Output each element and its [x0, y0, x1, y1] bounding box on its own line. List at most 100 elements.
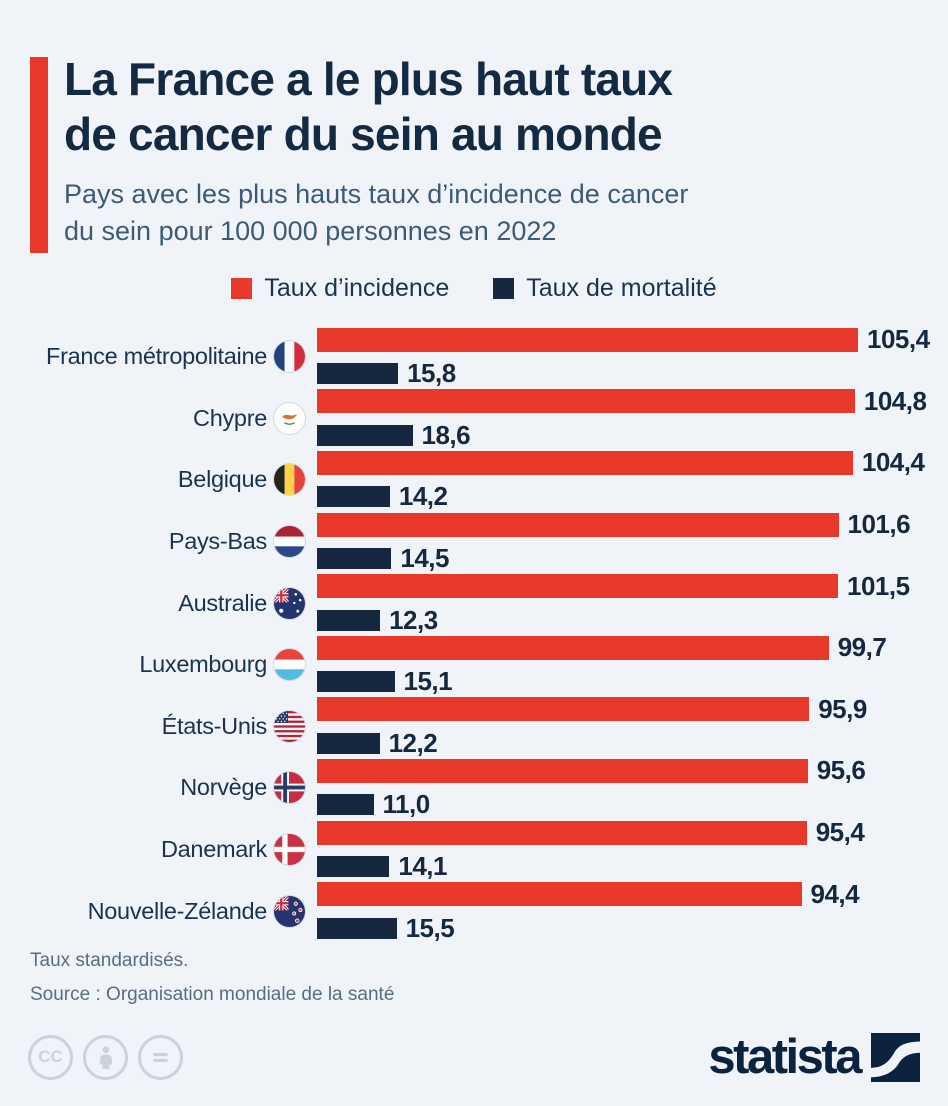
bar-group: 104,8 18,6 — [317, 385, 927, 451]
bar-group: 99,7 15,1 — [317, 632, 887, 697]
incidence-bar — [317, 574, 838, 599]
incidence-bar-line: 104,4 — [317, 447, 925, 478]
subtitle-line-2: du sein pour 100 000 personnes en 2022 — [64, 216, 557, 246]
mortality-bar-line: 11,0 — [317, 789, 865, 820]
chart-legend: Taux d’incidence Taux de mortalité — [0, 274, 948, 303]
chart-row: États-Unis 95,9 12,2 — [30, 694, 948, 759]
mortality-bar-line: 12,3 — [317, 605, 910, 636]
mortality-bar — [317, 794, 374, 816]
mortality-bar — [317, 671, 395, 693]
bar-group: 101,5 12,3 — [317, 571, 910, 636]
country-label: Belgique — [177, 466, 267, 493]
mortality-bar — [317, 856, 390, 878]
incidence-value: 95,4 — [815, 817, 865, 848]
flag-netherlands-icon — [274, 526, 305, 558]
flag-usa-icon — [274, 710, 305, 742]
mortality-value: 15,8 — [407, 358, 456, 389]
mortality-bar — [317, 917, 397, 939]
page-title: La France a le plus haut taux de cancer … — [64, 52, 673, 162]
cc-by-person-icon — [83, 1034, 128, 1080]
mortality-value: 12,3 — [389, 604, 438, 635]
incidence-value: 101,6 — [847, 509, 911, 540]
flag-new-zealand-icon — [274, 895, 305, 927]
incidence-bar-line: 101,6 — [317, 509, 911, 540]
mortality-bar — [317, 548, 392, 570]
mortality-bar-line: 14,5 — [317, 543, 910, 574]
cc-nd-equals-icon — [138, 1034, 183, 1080]
incidence-value: 94,4 — [810, 878, 860, 909]
incidence-bar — [317, 512, 839, 537]
statista-logo-icon — [871, 1032, 920, 1082]
title-line-1: La France a le plus haut taux — [64, 53, 673, 105]
bar-group: 94,4 15,5 — [317, 878, 860, 944]
incidence-swatch-icon — [231, 278, 253, 299]
flag-belgium-icon — [274, 464, 305, 496]
mortality-value: 14,1 — [398, 851, 447, 882]
incidence-value: 105,4 — [867, 324, 930, 355]
mortality-value: 12,2 — [388, 727, 438, 758]
incidence-bar — [317, 450, 853, 475]
chart-row: Danemark 95,4 14,1 — [30, 817, 948, 882]
country-label: Chypre — [193, 404, 267, 431]
chart-row: Australie 101,5 12,3 — [30, 571, 948, 636]
mortality-value: 18,6 — [421, 419, 471, 450]
mortality-bar — [317, 486, 390, 508]
bar-group: 105,4 15,8 — [317, 324, 930, 389]
mortality-bar — [317, 609, 381, 631]
standardized-note: Taux standardisés. — [30, 950, 189, 971]
country-label: Pays-Bas — [168, 528, 267, 555]
incidence-bar-line: 104,8 — [317, 385, 927, 417]
incidence-legend-label: Taux d’incidence — [264, 274, 450, 302]
incidence-bar-line: 94,4 — [317, 878, 860, 910]
mortality-bar-line: 18,6 — [317, 420, 926, 451]
mortality-bar-line: 14,1 — [317, 851, 864, 882]
chart-row: France métropolitaine 105,4 15,8 — [30, 324, 948, 389]
incidence-bar — [317, 758, 808, 783]
statista-logo: statista — [708, 1029, 920, 1084]
bar-group: 104,4 14,2 — [317, 447, 925, 512]
mortality-bar-line: 12,2 — [317, 728, 867, 759]
country-label: Luxembourg — [139, 651, 267, 678]
mortality-value: 15,1 — [403, 666, 453, 697]
flag-france-icon — [274, 341, 305, 373]
source-note: Source : Organisation mondiale de la san… — [30, 984, 395, 1005]
incidence-bar — [317, 882, 802, 907]
flag-cyprus-icon — [274, 402, 305, 434]
incidence-bar-line: 95,4 — [317, 817, 865, 848]
bar-chart: France métropolitaine 105,4 15,8 Chypre — [30, 324, 948, 944]
mortality-bar-line: 14,2 — [317, 481, 924, 512]
bar-group: 95,6 11,0 — [317, 755, 866, 820]
chart-row: Norvège 95,6 11,0 — [30, 755, 948, 820]
chart-row: Nouvelle-Zélande 94,4 15,5 — [30, 878, 948, 944]
mortality-bar-line: 15,5 — [317, 913, 859, 944]
incidence-bar-line: 99,7 — [317, 632, 887, 663]
incidence-bar — [317, 820, 807, 845]
flag-norway-icon — [274, 772, 305, 804]
incidence-value: 95,6 — [816, 755, 866, 786]
chart-row: Chypre 104,8 18,6 — [30, 385, 948, 451]
incidence-value: 104,4 — [861, 447, 925, 478]
incidence-value: 101,5 — [847, 570, 910, 601]
title-accent-bar — [30, 57, 48, 253]
statista-wordmark: statista — [708, 1029, 862, 1084]
flag-luxembourg-icon — [274, 649, 305, 681]
country-label: France métropolitaine — [46, 343, 267, 370]
incidence-bar-line: 101,5 — [317, 571, 910, 602]
country-label: Australie — [178, 589, 267, 616]
mortality-bar — [317, 732, 380, 754]
country-label: Danemark — [160, 836, 267, 863]
mortality-value: 14,5 — [400, 543, 449, 574]
chart-row: Luxembourg 99,7 15,1 — [30, 632, 948, 697]
incidence-bar — [317, 697, 810, 722]
mortality-value: 14,2 — [398, 481, 448, 512]
incidence-value: 104,8 — [863, 385, 927, 416]
chart-row: Pays-Bas 101,6 14,5 — [30, 509, 948, 574]
chart-row: Belgique 104,4 14,2 — [30, 447, 948, 512]
incidence-bar-line: 95,9 — [317, 694, 867, 725]
footnote-block: Taux standardisés. Source : Organisation… — [30, 944, 394, 1012]
bar-group: 95,9 12,2 — [317, 694, 867, 759]
mortality-bar-line: 15,1 — [317, 666, 886, 697]
mortality-bar — [317, 363, 399, 385]
incidence-bar — [317, 389, 855, 414]
